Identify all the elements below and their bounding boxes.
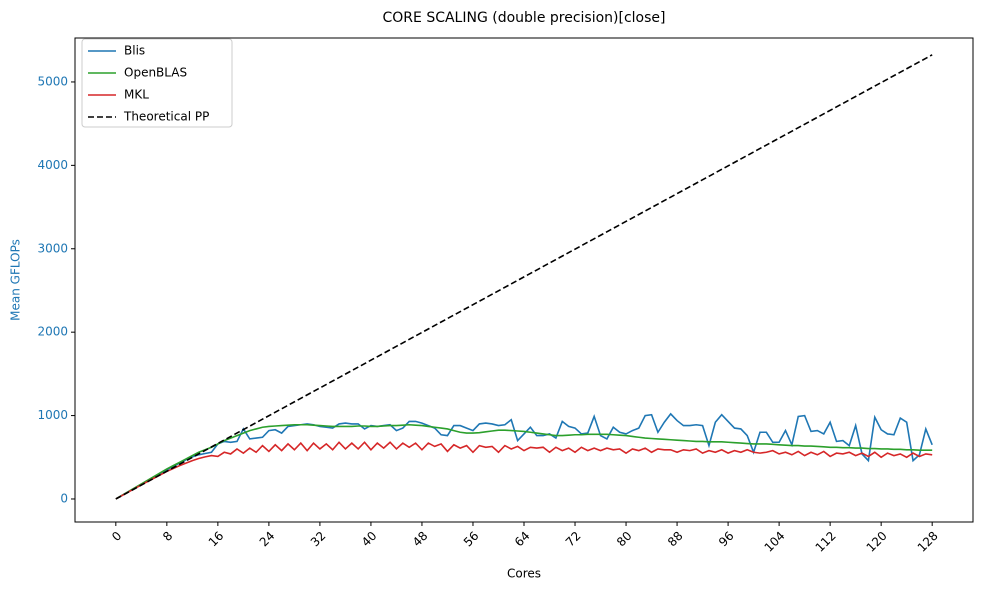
y-tick-label: 0 <box>60 491 68 505</box>
y-tick-label: 3000 <box>37 241 68 255</box>
legend-box <box>81 38 233 128</box>
y-tick-label: 4000 <box>37 158 68 172</box>
legend-label: Theoretical PP <box>123 110 209 124</box>
series-line <box>115 423 933 500</box>
y-axis-label: Mean GFLOPs <box>9 239 23 321</box>
x-axis-label: Cores <box>507 567 541 581</box>
y-tick-label: 5000 <box>37 74 68 88</box>
plot-frame <box>74 37 974 523</box>
series-line <box>115 412 933 500</box>
y-tick-label: 1000 <box>37 408 68 422</box>
legend-label: Blis <box>124 44 145 58</box>
series-line <box>115 54 933 500</box>
legend-label: OpenBLAS <box>124 66 187 80</box>
chart-title: CORE SCALING (double precision)[close] <box>383 10 666 26</box>
legend-label: MKL <box>124 88 149 102</box>
series-line <box>115 441 933 500</box>
y-tick-label: 2000 <box>37 325 68 339</box>
